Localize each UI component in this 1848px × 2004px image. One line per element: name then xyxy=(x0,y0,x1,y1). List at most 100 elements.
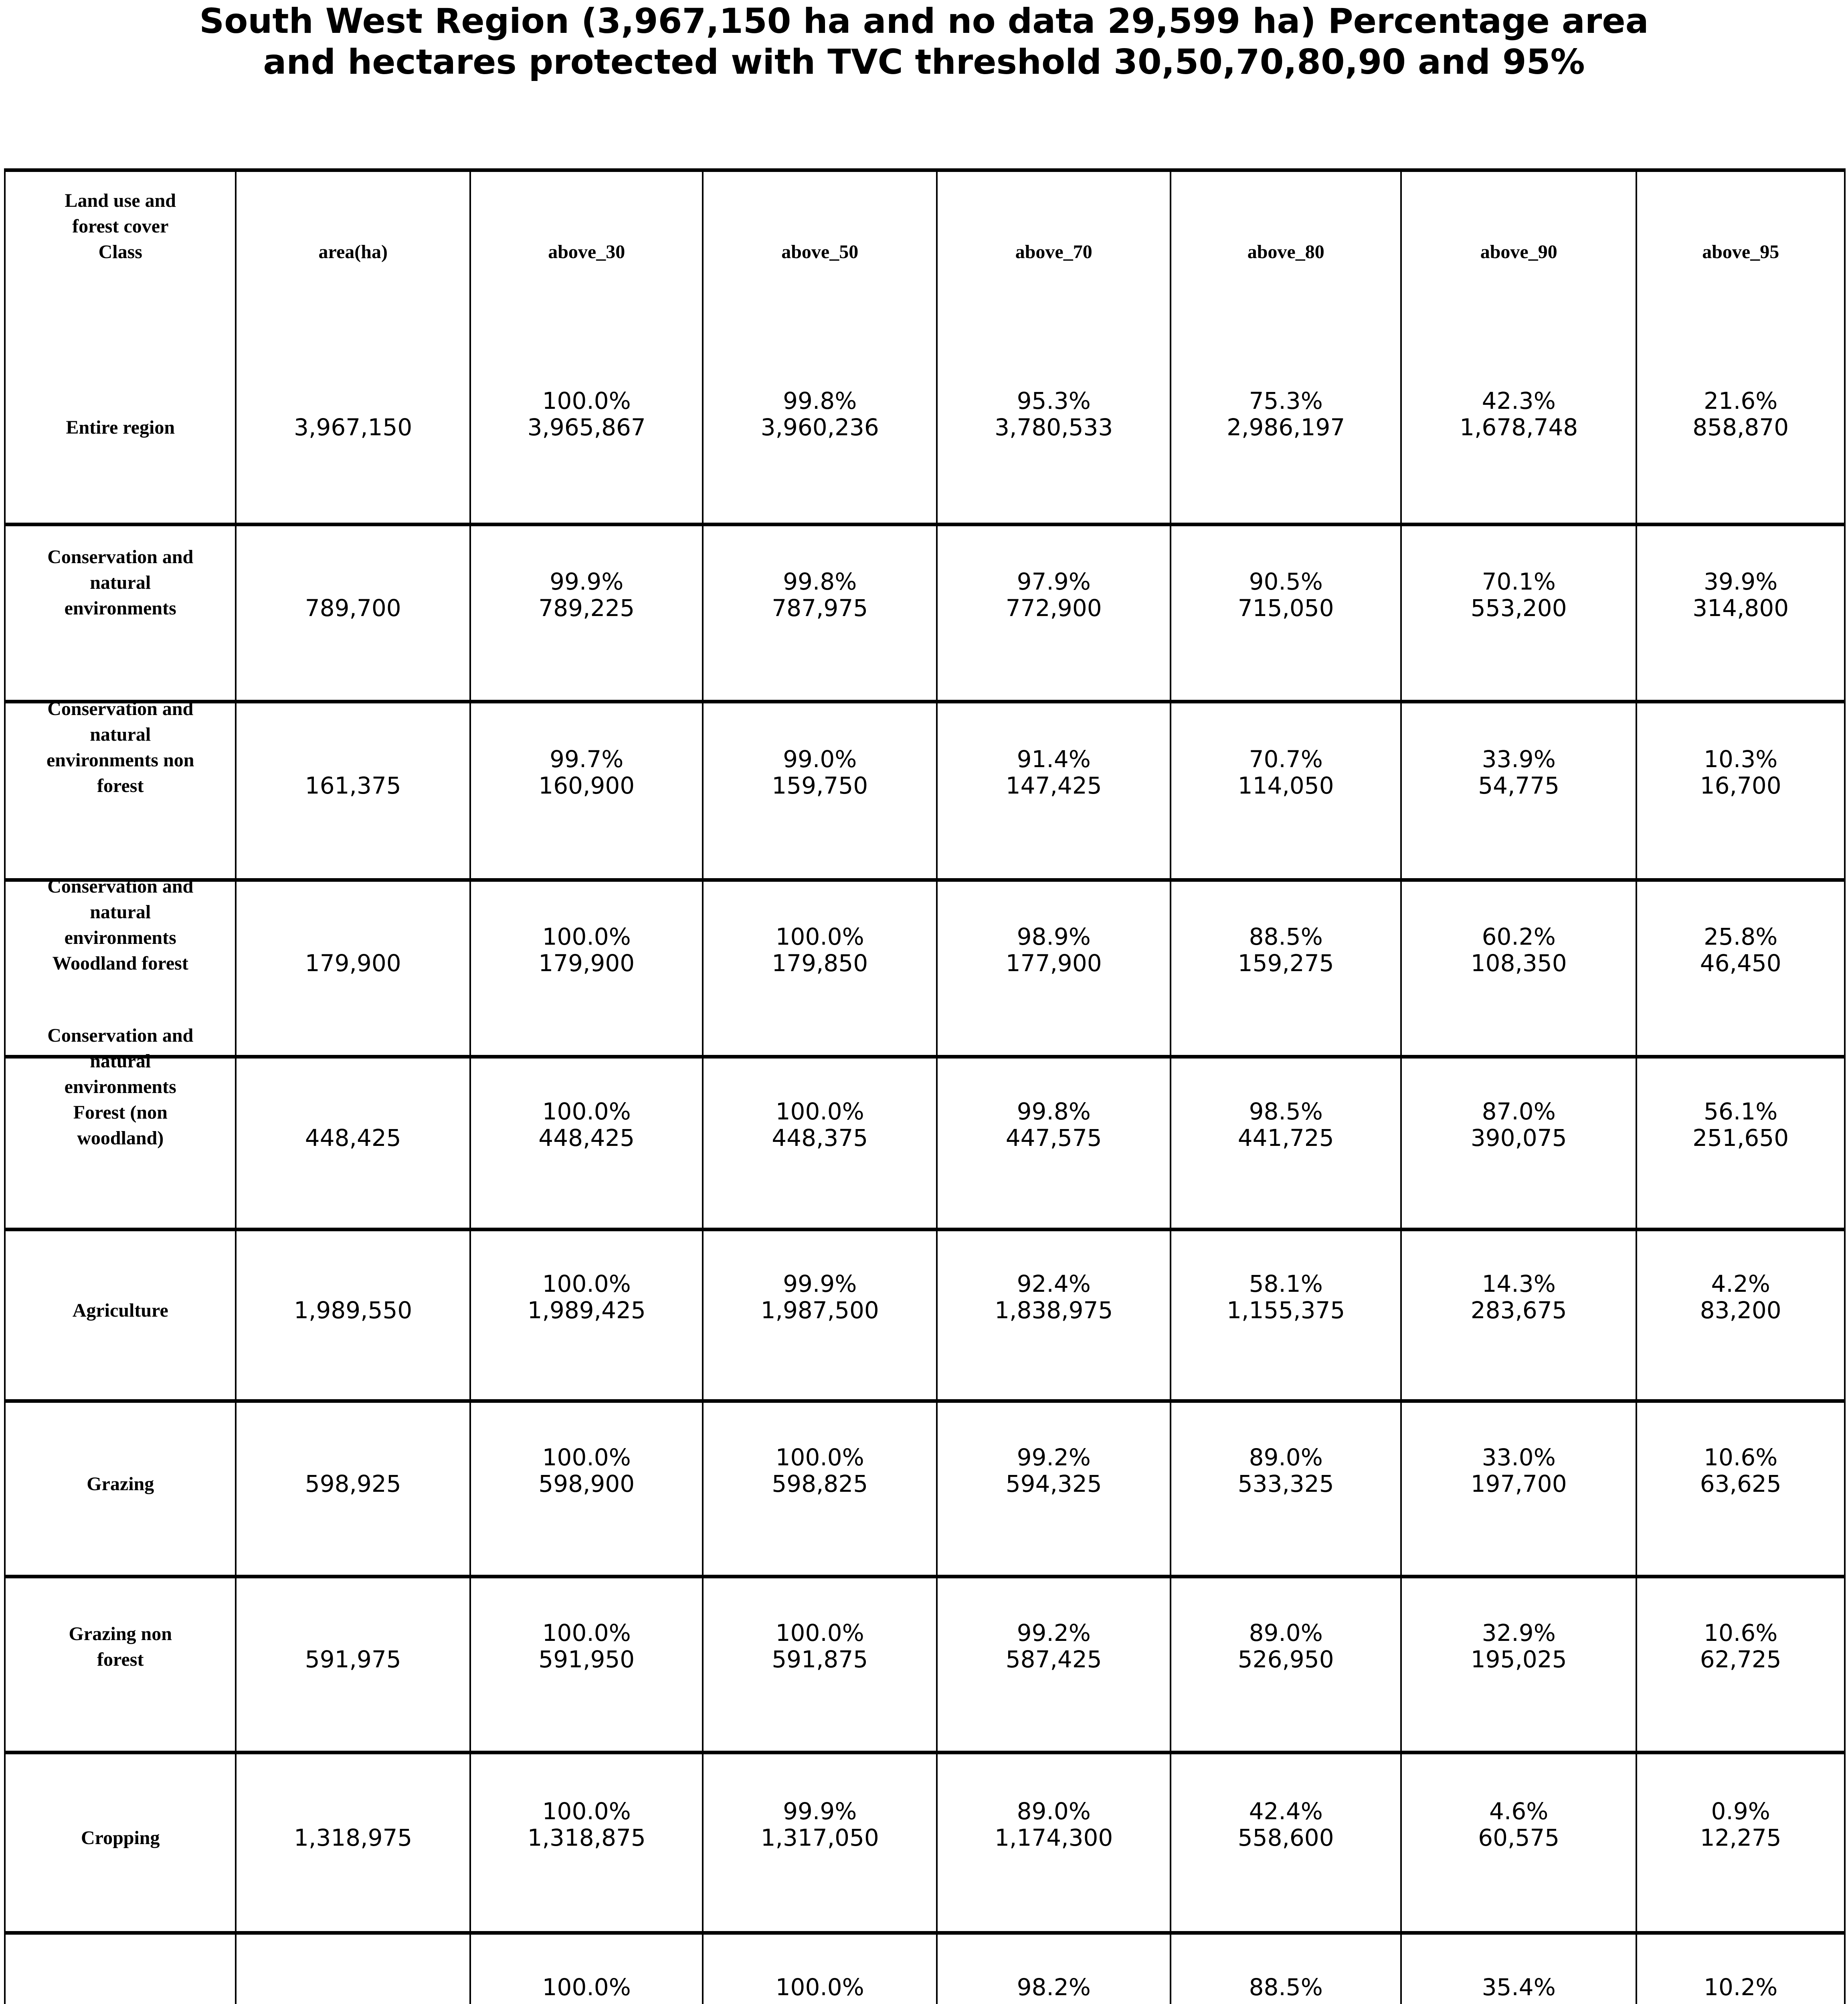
table-row: Grazing non forest 591,975 100.0% 591,950 10… xyxy=(6,1575,1844,1751)
percent-line: 99.7% xyxy=(550,745,624,773)
percent-line: 100.0% xyxy=(542,1797,631,1825)
hectares-line: 63,625 xyxy=(1700,1470,1781,1497)
hectares-line: 160,900 xyxy=(538,772,635,799)
percent-line: 100.0% xyxy=(775,923,864,950)
hectares-line: 71,525 xyxy=(706,2000,934,2004)
hectares-line: 390,075 xyxy=(1470,1124,1567,1151)
percent-line: 87.0% xyxy=(1482,1098,1556,1125)
hectares-line: 70,250 xyxy=(940,2000,1167,2004)
data-cell: 4.6% 60,575 xyxy=(1402,1754,1638,1931)
hectares-line: 7,275 xyxy=(1640,2000,1842,2004)
data-cell: 10.3% 16,700 xyxy=(1637,703,1844,878)
data-cell: 33.9% 54,775 xyxy=(1402,703,1638,878)
table-row: Agriculture 1,989,550 100.0% 1,989,425 99.9%… xyxy=(6,1228,1844,1399)
percent-line: 89.0% xyxy=(1249,1619,1323,1646)
percent-line: 91.4% xyxy=(1017,745,1091,773)
percent-line: 70.7% xyxy=(1249,745,1323,773)
data-cell: 100.0%71,525 xyxy=(704,1935,938,2004)
row-label-cell: Conservation and natural environments no… xyxy=(6,698,237,878)
percent-line: 100.0% xyxy=(542,387,631,414)
area-value: 598,925 xyxy=(305,1470,401,1497)
hectares-line: 2,986,197 xyxy=(1227,413,1345,441)
percent-line: 89.0% xyxy=(1249,1443,1323,1471)
hectares-line: 553,200 xyxy=(1470,594,1567,622)
hectares-line: 1,174,300 xyxy=(995,1824,1113,1851)
data-cell: 100.0% 179,900 xyxy=(471,882,704,1055)
percent-line: 10.6% xyxy=(1704,1443,1778,1471)
data-cell: 33.0% 197,700 xyxy=(1402,1403,1638,1575)
percent-line: 99.2% xyxy=(1017,1443,1091,1471)
hectares-line: 179,900 xyxy=(538,949,635,977)
percent-line: 88.5% xyxy=(1249,923,1323,950)
hectares-line: 1,318,875 xyxy=(527,1824,646,1851)
row-label-cell: Conservation and natural environments xyxy=(6,526,237,700)
hectares-line: 858,870 xyxy=(1692,413,1789,441)
percent-line: 35.4% xyxy=(1482,1973,1556,2001)
hectares-line: 60,575 xyxy=(1478,1824,1560,1851)
percent-line: 90.5% xyxy=(1249,568,1323,595)
data-cell: 95.3% 3,780,533 xyxy=(938,342,1172,523)
data-cell: 100.0% 1,318,875 xyxy=(471,1754,704,1931)
area-value: 1,989,550 xyxy=(294,1296,412,1324)
hectares-line: 787,975 xyxy=(772,594,868,622)
row-label-cell: Cropping xyxy=(6,1754,237,1931)
percent-line: 100.0% xyxy=(542,923,631,950)
percent-line: 100.0% xyxy=(775,1098,864,1125)
hectares-line: 159,750 xyxy=(772,772,868,799)
hectares-line: 197,700 xyxy=(1470,1470,1567,1497)
area-cell: 3,967,150 xyxy=(237,342,471,523)
table-header-row: Land use and forest cover Class area(ha) a… xyxy=(6,172,1844,342)
hectares-line: 558,600 xyxy=(1237,1824,1334,1851)
header-cell-6: above_90 xyxy=(1402,172,1638,342)
percent-line: 99.9% xyxy=(783,1270,857,1297)
percent-line: 100.0% xyxy=(775,1973,864,2001)
area-cell: 591,975 xyxy=(237,1578,471,1751)
hectares-line: 283,675 xyxy=(1470,1296,1567,1324)
data-cell: 99.2% 587,425 xyxy=(938,1578,1172,1751)
data-cell: 97.9% 772,900 xyxy=(938,526,1172,700)
data-cell: 10.2%7,275 xyxy=(1637,1935,1844,2004)
percent-line: 99.0% xyxy=(783,745,857,773)
percent-line: 4.6% xyxy=(1489,1797,1549,1825)
data-cell: 25.8% 46,450 xyxy=(1637,882,1844,1055)
hectares-line: 594,325 xyxy=(1005,1470,1102,1497)
data-cell: 39.9% 314,800 xyxy=(1637,526,1844,700)
row-label: Irrigation xyxy=(8,2001,233,2004)
area-cell: 161,375 xyxy=(237,703,471,878)
data-cell: 10.6% 63,625 xyxy=(1637,1403,1844,1575)
data-cell: 100.0% 598,825 xyxy=(704,1403,938,1575)
row-label: Cropping xyxy=(81,1827,160,1848)
data-cell: 14.3% 283,675 xyxy=(1402,1231,1638,1399)
row-label-cell: Grazing non forest xyxy=(6,1578,237,1751)
hectares-line: 447,575 xyxy=(1005,1124,1102,1151)
percent-line: 100.0% xyxy=(542,1973,631,2001)
row-label: Conservation and natural environments no… xyxy=(46,698,194,796)
hectares-line: 251,650 xyxy=(1692,1124,1789,1151)
hectares-line: 147,425 xyxy=(1005,772,1102,799)
data-cell: 98.2%70,250 xyxy=(938,1935,1172,2004)
header-label: above_70 xyxy=(1015,241,1092,263)
area-value: 179,900 xyxy=(305,949,401,977)
hectares-line: 63,350 xyxy=(1174,2000,1398,2004)
hectares-line: 772,900 xyxy=(1005,594,1102,622)
percent-line: 99.8% xyxy=(783,387,857,414)
row-label-cell: Irrigation xyxy=(6,1935,237,2004)
percent-line: 25.8% xyxy=(1704,923,1778,950)
row-label-cell: Agriculture xyxy=(6,1231,237,1399)
area-cell: 448,425 xyxy=(237,1059,471,1228)
hectares-line: 1,838,975 xyxy=(995,1296,1113,1324)
header-cell-3: above_50 xyxy=(704,172,938,342)
row-label: Conservation and natural environments Wo… xyxy=(47,876,194,974)
percent-line: 98.2% xyxy=(1017,1973,1091,2001)
hectares-line: 1,987,500 xyxy=(760,1296,879,1324)
header-label: above_80 xyxy=(1247,241,1324,263)
hectares-line: 591,950 xyxy=(538,1646,635,1673)
data-cell: 70.7% 114,050 xyxy=(1171,703,1402,878)
percent-line: 21.6% xyxy=(1704,387,1778,414)
hectares-line: 587,425 xyxy=(1005,1646,1102,1673)
hectares-line: 314,800 xyxy=(1692,594,1789,622)
hectares-line: 448,375 xyxy=(772,1124,868,1151)
data-cell: 99.9% 1,987,500 xyxy=(704,1231,938,1399)
percent-line: 88.5% xyxy=(1249,1973,1323,2001)
percent-line: 99.8% xyxy=(783,568,857,595)
